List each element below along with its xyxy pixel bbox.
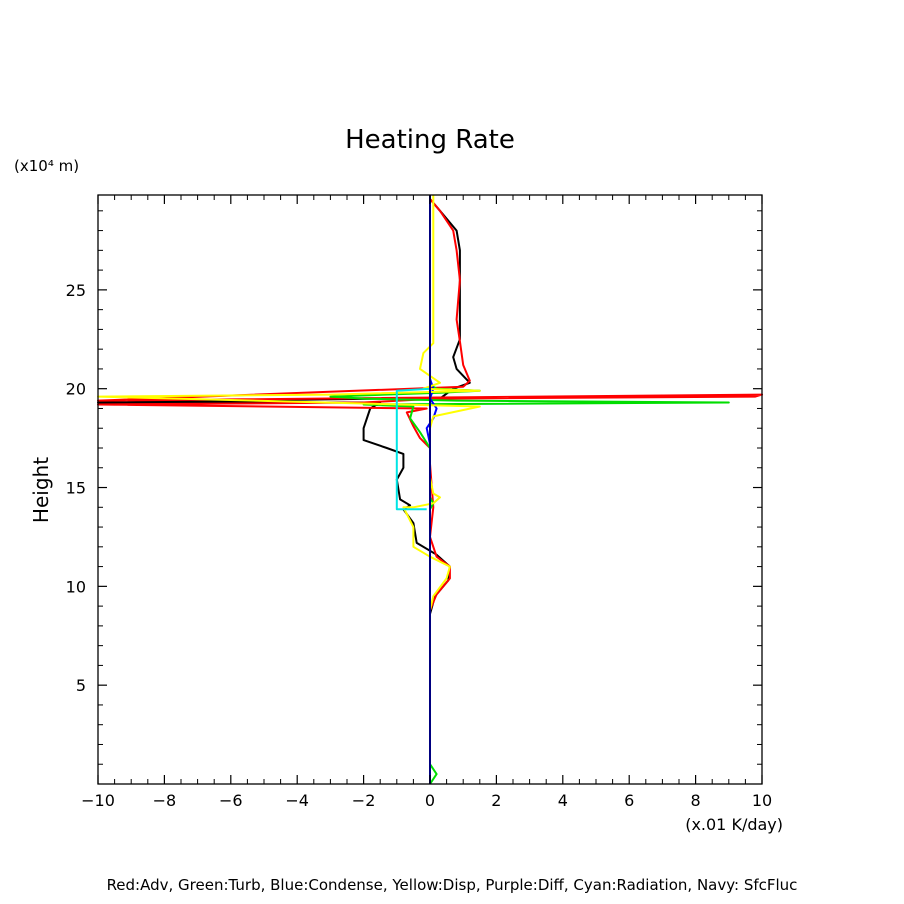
plot-frame — [97, 194, 763, 785]
x-tick-label: −8 — [153, 791, 177, 810]
series-line-blue-condense — [425, 195, 438, 784]
y-tick-label: 15 — [66, 479, 86, 498]
x-tick-label: 8 — [691, 791, 701, 810]
chart-title: Heating Rate — [345, 125, 515, 155]
x-tick-label: −10 — [81, 791, 115, 810]
series-line-yellow-disp — [97, 195, 481, 784]
y-axis-label: Height — [29, 457, 53, 523]
x-tick-label: 6 — [624, 791, 634, 810]
x-tick-label: −6 — [219, 791, 243, 810]
y-tick-label: 25 — [66, 281, 86, 300]
x-tick-label: 10 — [752, 791, 772, 810]
x-tick-label: −2 — [352, 791, 376, 810]
y-tick-label: 10 — [66, 577, 86, 596]
series-line-green-turb — [329, 195, 730, 785]
legend-footer: Red:Adv, Green:Turb, Blue:Condense, Yell… — [107, 876, 798, 894]
y-tick-label: 5 — [76, 676, 86, 695]
y-unit-label: (x10⁴ m) — [14, 157, 79, 175]
tick-layer: −10 −8 −6 −4 −2 0 2 4 6 8 10 5 10 15 20 25 — [66, 195, 772, 810]
x-axis-label: (x.01 K/day) — [685, 815, 783, 834]
x-tick-label: 4 — [558, 791, 568, 810]
x-tick-label: 0 — [425, 791, 435, 810]
y-tick-label: 20 — [66, 380, 86, 399]
series-layer — [97, 195, 763, 785]
x-tick-label: 2 — [491, 791, 501, 810]
x-tick-label: −4 — [285, 791, 309, 810]
